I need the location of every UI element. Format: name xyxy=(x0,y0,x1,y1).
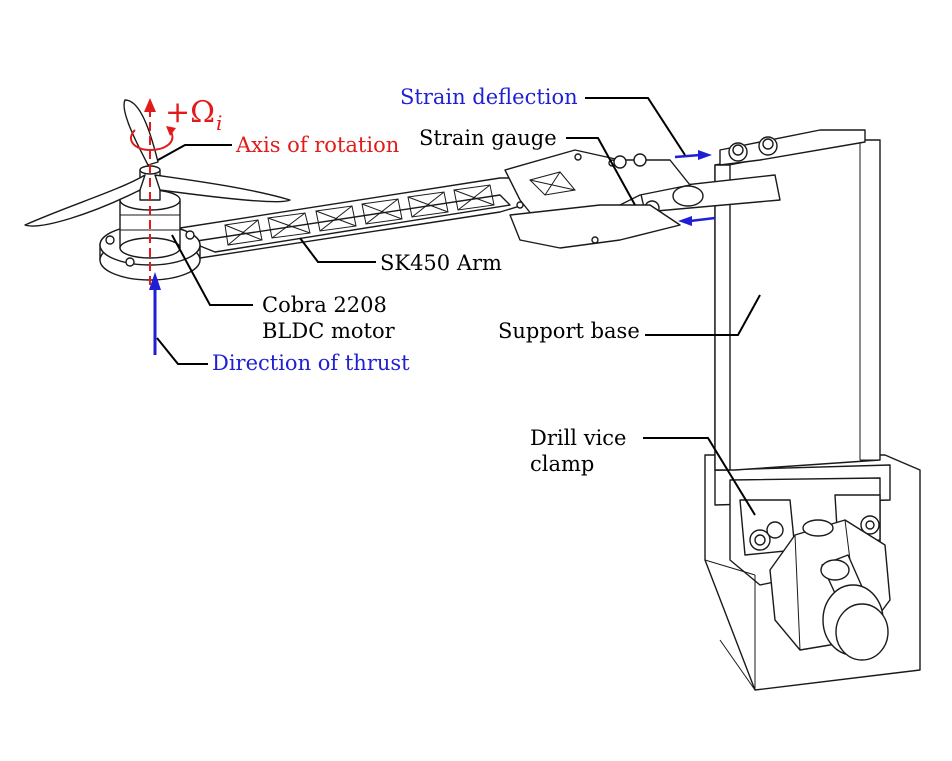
label-strain-deflection: Strain deflection xyxy=(400,85,578,109)
label-clamp-line1: Drill vice xyxy=(530,426,626,450)
thrust-arrow xyxy=(149,272,161,355)
label-motor-line1: Cobra 2208 xyxy=(262,293,387,317)
label-omega: +Ω xyxy=(165,95,215,130)
support-base xyxy=(639,129,881,471)
label-motor-line2: BLDC motor xyxy=(262,319,396,343)
leader-axis-of-rotation xyxy=(157,144,232,161)
vice-handle xyxy=(820,554,889,661)
label-sk450-arm: SK450 Arm xyxy=(380,251,502,275)
leader-sk450-arm xyxy=(299,237,376,263)
leader-strain-gauge xyxy=(566,137,636,206)
leader-lines xyxy=(156,97,761,516)
label-omega-subscript: i xyxy=(216,111,222,135)
leader-strain-deflection xyxy=(585,97,686,156)
strain-deflection-arrows xyxy=(674,150,716,226)
propeller xyxy=(24,99,291,227)
drill-vice-clamp xyxy=(704,454,921,691)
arm-truss-cutouts xyxy=(224,184,495,246)
sk450-arm xyxy=(169,149,691,259)
label-axis-of-rotation: Axis of rotation xyxy=(235,133,399,157)
leader-motor xyxy=(171,234,253,306)
label-clamp-line2: clamp xyxy=(530,452,594,476)
leader-drill-vice xyxy=(643,437,756,516)
label-direction-of-thrust: Direction of thrust xyxy=(212,351,410,375)
leader-support-base xyxy=(645,294,761,336)
label-strain-gauge: Strain gauge xyxy=(419,126,557,150)
axis-of-rotation xyxy=(130,98,176,285)
annotation-labels: Strain deflection Strain gauge Axis of r… xyxy=(165,85,640,476)
label-support-base: Support base xyxy=(498,319,640,343)
leader-thrust xyxy=(156,337,208,365)
